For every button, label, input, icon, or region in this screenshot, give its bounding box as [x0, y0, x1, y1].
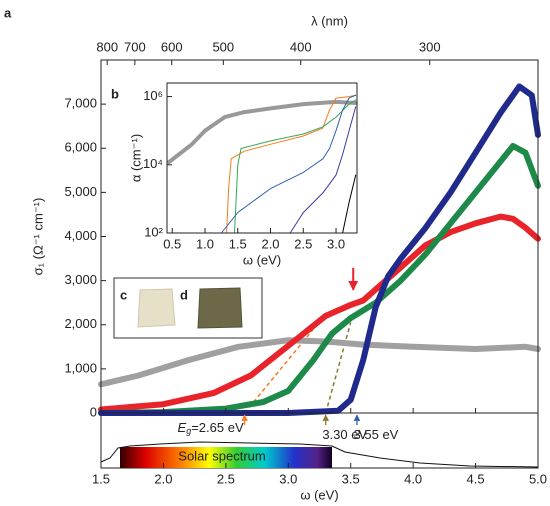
photo-label: d — [180, 287, 188, 302]
x2-tick-label: 800 — [96, 39, 118, 54]
solar-spectrum-band — [120, 447, 332, 468]
series-line — [220, 94, 357, 234]
y-tick-label: 4,000 — [64, 228, 97, 243]
photo-c — [137, 288, 176, 328]
x-tick-label: 2.0 — [261, 236, 279, 251]
gap-symbol: E — [178, 420, 187, 435]
x2-tick-label: 400 — [290, 39, 312, 54]
x2-tick-label: 300 — [419, 39, 441, 54]
plot-frame — [166, 82, 358, 234]
x2-tick-label: 500 — [212, 39, 234, 54]
series-line — [167, 99, 358, 165]
photo-d — [197, 287, 243, 329]
y-tick-label: 10² — [144, 224, 163, 239]
x-tick-label: 5.0 — [529, 471, 547, 486]
series-line — [342, 174, 357, 234]
plot-area — [167, 83, 357, 233]
panel-label: a — [4, 5, 12, 20]
x-tick-label: 2.0 — [154, 471, 172, 486]
x-tick-label: 3.0 — [279, 471, 297, 486]
gap-label: Eg=2.65 eV — [178, 420, 244, 436]
extrapolation-line — [324, 322, 352, 414]
x-tick-label: 2.5 — [217, 471, 235, 486]
series-line — [98, 213, 541, 413]
x-tick-label: 4.0 — [404, 471, 422, 486]
series-line — [226, 94, 357, 234]
solar-spectrum-label: Solar spectrum — [178, 448, 265, 463]
x-axis-label: ω (eV) — [243, 252, 281, 267]
y-tick-label: 10⁴ — [143, 156, 163, 171]
series-line — [289, 106, 357, 234]
x-tick-label: 1.5 — [229, 236, 247, 251]
x-tick-label: 4.5 — [467, 471, 485, 486]
y-tick-label: 5,000 — [64, 184, 97, 199]
gap-value: 3.55 eV — [354, 427, 399, 442]
y-tick-label: 6,000 — [64, 140, 97, 155]
x-tick-label: 2.5 — [294, 236, 312, 251]
y-tick-label: 1,000 — [64, 360, 97, 375]
y-axis-label: σ₁ (Ω⁻¹ cm⁻¹) — [30, 198, 45, 276]
gap-value: =2.65 eV — [191, 420, 244, 435]
gap-subscript: g — [186, 426, 191, 436]
x2-axis-label: λ (nm) — [311, 13, 348, 28]
photo-label: c — [120, 287, 127, 302]
gap-label: 3.55 eV — [354, 427, 399, 442]
y-tick-label: 3,000 — [64, 272, 97, 287]
x-tick-label: 3.5 — [342, 471, 360, 486]
series-line — [234, 99, 357, 234]
y-tick-label: 7,000 — [64, 96, 97, 111]
x2-tick-label: 700 — [124, 39, 146, 54]
gap-label: 3.30 eV — [322, 427, 367, 442]
x2-tick-label: 600 — [161, 39, 183, 54]
charts: 1.5 2.0 2.5 3.0 3.5 4.0 4.5 5.0 0 1,000 2,000 3,000… — [4, 5, 547, 502]
y-tick-label: 0 — [90, 404, 97, 419]
panel-label: b — [111, 86, 119, 101]
chart-1: 0.5 1.0 1.5 2.0 2.5 3.0 10² 10⁴ 10⁶ ω (eV) α (cm⁻¹… — [111, 82, 358, 267]
x-tick-label: 1.0 — [196, 236, 214, 251]
y-axis-label: α (cm⁻¹) — [128, 134, 143, 182]
gap-value: 3.30 eV — [322, 427, 367, 442]
x-axis-label: ω (eV) — [300, 487, 338, 502]
x-tick-label: 0.5 — [163, 236, 181, 251]
series-line — [98, 83, 541, 416]
x-tick-label: 3.0 — [327, 236, 345, 251]
solar-spectrum-outline — [100, 441, 539, 468]
y-tick-label: 2,000 — [64, 316, 97, 331]
y-tick-label: 10⁶ — [143, 88, 163, 103]
x-tick-label: 1.5 — [92, 471, 110, 486]
